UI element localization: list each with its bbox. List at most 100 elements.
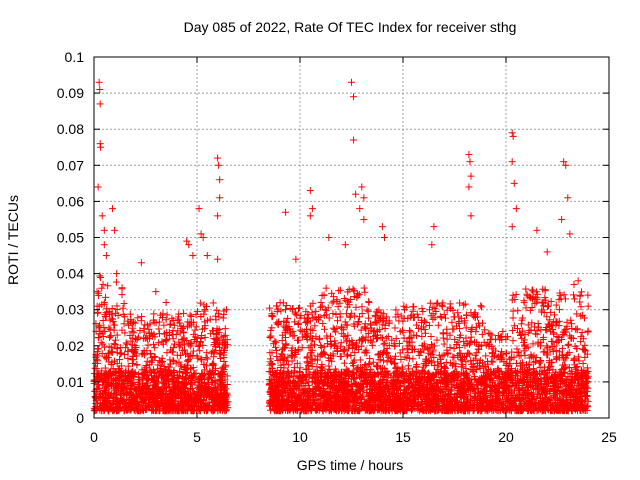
data-point (509, 337, 517, 345)
data-point (543, 248, 551, 256)
data-point (127, 337, 135, 345)
data-point (190, 330, 198, 338)
data-point (104, 282, 112, 290)
data-point (98, 212, 106, 220)
data-point (449, 325, 457, 333)
data-point (360, 284, 368, 292)
data-point (169, 327, 177, 335)
data-point (185, 241, 193, 249)
data-point (537, 358, 545, 366)
data-point (558, 215, 566, 223)
data-point (109, 205, 117, 213)
data-point (267, 355, 275, 363)
data-point (210, 348, 218, 356)
data-point (183, 237, 191, 245)
data-point (273, 302, 281, 310)
data-point (158, 338, 166, 346)
data-point (468, 324, 476, 332)
data-point (173, 351, 181, 359)
data-point (99, 317, 107, 325)
data-point (197, 355, 205, 363)
data-point (101, 364, 109, 372)
data-point (112, 278, 120, 286)
data-point (465, 183, 473, 191)
data-point (106, 326, 114, 334)
data-point (440, 340, 448, 348)
data-point (307, 342, 315, 350)
data-point (93, 288, 101, 296)
data-point (223, 372, 231, 380)
data-point (201, 307, 209, 315)
data-point (94, 183, 102, 191)
data-point (361, 348, 369, 356)
data-point (363, 306, 371, 314)
data-point (522, 285, 530, 293)
data-point (196, 299, 204, 307)
data-point (569, 291, 577, 299)
data-point (150, 340, 158, 348)
data-point (350, 93, 358, 101)
data-point (570, 280, 578, 288)
data-point (520, 299, 528, 307)
data-point (549, 348, 557, 356)
data-point (186, 311, 194, 319)
data-point (194, 308, 202, 316)
data-point (352, 190, 360, 198)
data-point (121, 313, 129, 321)
data-point (365, 298, 373, 306)
data-point (130, 348, 138, 356)
data-point (562, 161, 570, 169)
data-point (266, 333, 274, 341)
data-point (123, 340, 131, 348)
data-point (192, 323, 200, 331)
data-point (308, 309, 316, 317)
data-point (163, 328, 171, 336)
data-point (222, 407, 230, 415)
data-point (203, 349, 211, 357)
data-point (467, 172, 475, 180)
data-point (121, 351, 129, 359)
data-point (514, 307, 522, 315)
data-point (561, 295, 569, 303)
data-point (321, 325, 329, 333)
data-point (184, 358, 192, 366)
data-point (508, 158, 516, 166)
data-point (95, 323, 103, 331)
data-point (328, 299, 336, 307)
data-point (196, 347, 204, 355)
data-point (554, 337, 562, 345)
data-point (140, 325, 148, 333)
data-point (119, 304, 127, 312)
data-point (118, 284, 126, 292)
data-point (145, 325, 153, 333)
data-point (117, 349, 125, 357)
data-point (151, 344, 159, 352)
data-point (508, 223, 516, 231)
data-point (100, 299, 108, 307)
data-point (198, 356, 206, 364)
data-point (221, 325, 229, 333)
data-point (121, 329, 129, 337)
data-point (434, 321, 442, 329)
data-point (344, 351, 352, 359)
data-point (163, 349, 171, 357)
data-point (333, 297, 341, 305)
data-point (113, 331, 121, 339)
data-point (543, 342, 551, 350)
data-point (102, 252, 110, 260)
data-point (487, 336, 495, 344)
data-point (116, 350, 124, 358)
data-point (418, 304, 426, 312)
data-point (380, 234, 388, 241)
data-point (477, 302, 485, 310)
data-point (312, 307, 320, 315)
data-point (405, 327, 413, 335)
data-point (99, 340, 107, 348)
data-point (94, 289, 102, 297)
data-point (409, 355, 417, 363)
data-point (577, 303, 585, 311)
data-point (95, 78, 103, 86)
data-point (368, 338, 376, 346)
data-point (150, 353, 158, 361)
